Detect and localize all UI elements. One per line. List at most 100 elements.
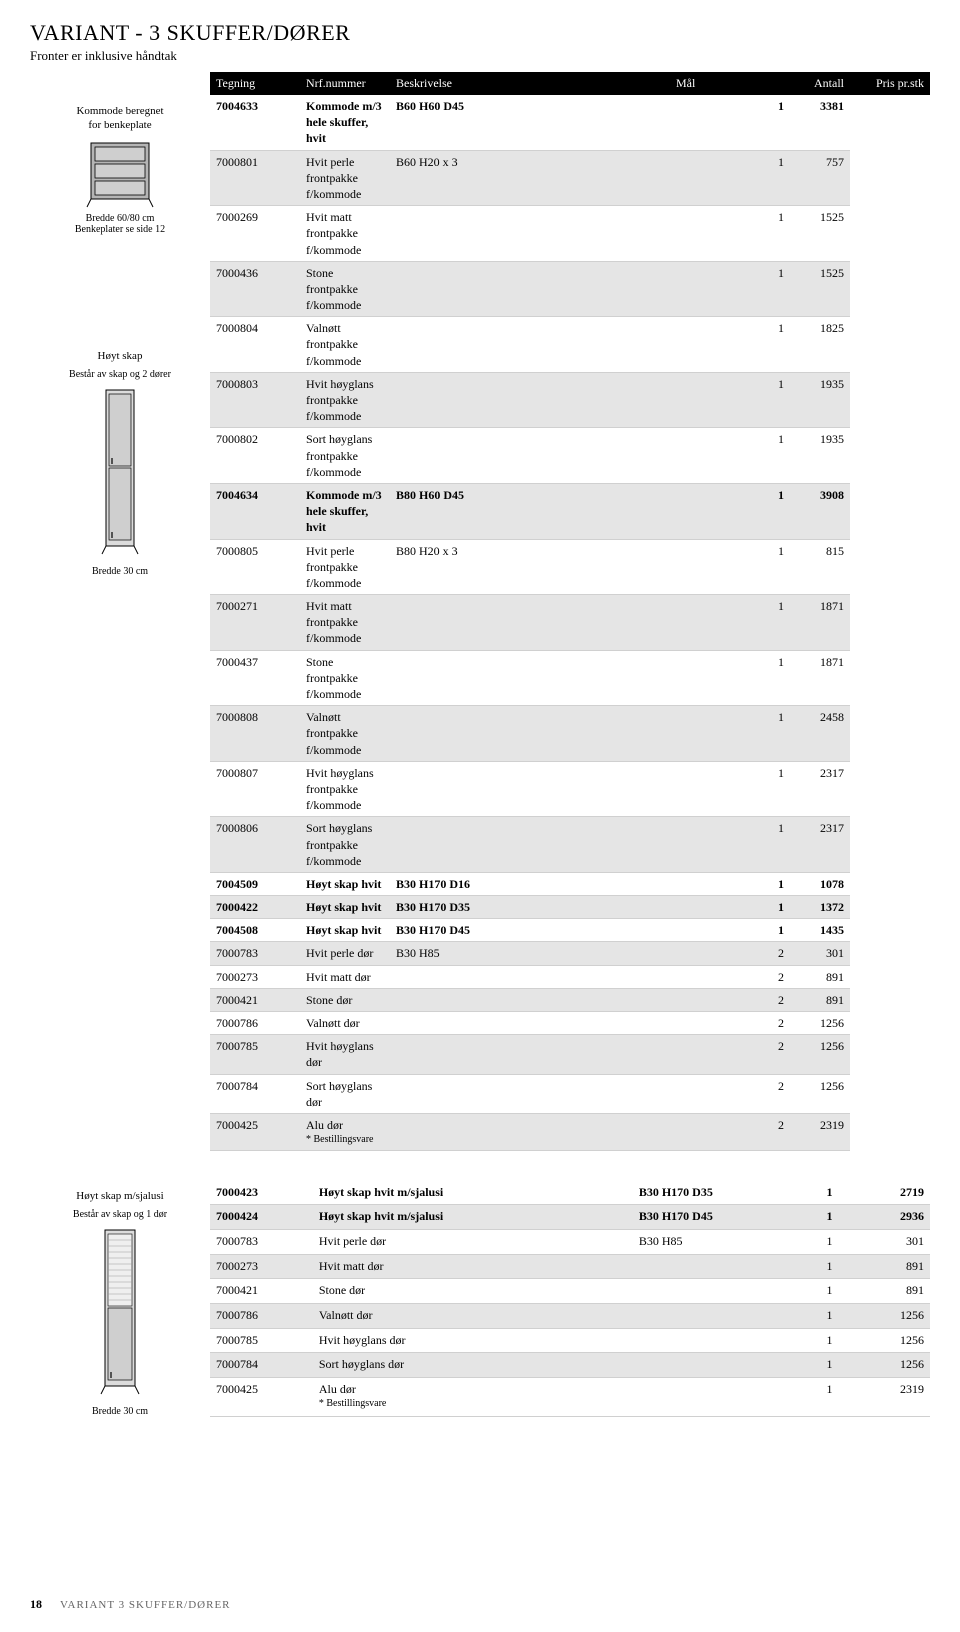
cell-antall: 1 [770, 1353, 839, 1378]
cell-pris: 301 [790, 942, 850, 965]
table-row: 7004509Høyt skap hvitB30 H170 D1611078 [210, 872, 930, 895]
cell-besk: Valnøtt dør [300, 1012, 390, 1035]
table-row: 7000807Hvit høyglans frontpakke f/kommod… [210, 761, 930, 817]
cell-antall: 2 [670, 1113, 790, 1150]
cell-mal [390, 988, 670, 1011]
cell-mal [390, 372, 670, 428]
cell-mal [390, 317, 670, 373]
cell-nrf: 7000786 [210, 1012, 300, 1035]
cell-pris: 1256 [790, 1012, 850, 1035]
cell-antall: 1 [670, 919, 790, 942]
cell-nrf: 7000783 [210, 942, 300, 965]
cell-pris: 891 [790, 965, 850, 988]
cell-antall: 1 [670, 150, 790, 206]
table-row: 7000422Høyt skap hvitB30 H170 D3511372 [210, 896, 930, 919]
table-row: 7000801Hvit perle frontpakke f/kommodeB6… [210, 150, 930, 206]
cell-mal [390, 706, 670, 762]
cell-antall: 1 [770, 1229, 839, 1254]
table-row: 7004633Kommode m/3 hele skuffer, hvitB60… [210, 95, 930, 150]
cell-mal: B30 H85 [390, 942, 670, 965]
cell-antall: 1 [670, 317, 790, 373]
cell-mal [390, 1012, 670, 1035]
cell-besk: Kommode m/3 hele skuffer, hvit [300, 95, 390, 150]
cell-pris: 1525 [790, 206, 850, 262]
col-nrf: Nrf.nummer [300, 72, 390, 95]
cell-antall: 1 [670, 539, 790, 595]
cell-besk: Hvit perle dør [313, 1229, 633, 1254]
table-row: 7004508Høyt skap hvitB30 H170 D4511435 [210, 919, 930, 942]
cell-antall: 1 [670, 817, 790, 873]
cell-besk: Hvit matt frontpakke f/kommode [300, 595, 390, 651]
table-row: 7000786Valnøtt dør 21256 [210, 1012, 930, 1035]
cell-pris: 1256 [839, 1328, 930, 1353]
cell-pris: 1078 [790, 872, 850, 895]
second-section: Høyt skap m/sjalusi Består av skap og 1 … [30, 1181, 930, 1417]
table-row: 7000421Stone dør2891 [210, 988, 930, 1011]
cell-nrf: 7000807 [210, 761, 300, 817]
cell-besk: Alu dør* Bestillingsvare [300, 1113, 390, 1150]
cell-pris: 1825 [790, 317, 850, 373]
cell-mal [390, 261, 670, 317]
table-row: 7000784Sort høyglans dør21256 [210, 1074, 930, 1113]
cell-nrf: 7000803 [210, 372, 300, 428]
cell-antall: 1 [670, 261, 790, 317]
cell-antall: 1 [670, 896, 790, 919]
cell-antall: 1 [770, 1279, 839, 1304]
table-row: 7000783Hvit perle dørB30 H851301 [210, 1229, 930, 1254]
cell-nrf: 7000269 [210, 206, 300, 262]
cell-besk: Høyt skap hvit m/sjalusi [313, 1181, 633, 1205]
table-row: 7000785Hvit høyglans dør11256 [210, 1328, 930, 1353]
cell-nrf: 7000421 [210, 1279, 313, 1304]
cell-nrf: 7000785 [210, 1328, 313, 1353]
col-besk: Beskrivelse [390, 72, 670, 95]
cell-nrf: 7000784 [210, 1353, 313, 1378]
cell-pris: 1525 [790, 261, 850, 317]
cell-nrf: 7000273 [210, 1254, 313, 1279]
cell-pris: 1435 [790, 919, 850, 942]
table-row: 7000808Valnøtt frontpakke f/kommode12458 [210, 706, 930, 762]
cell-besk: Hvit perle dør [300, 942, 390, 965]
cell-besk: Sort høyglans frontpakke f/kommode [300, 428, 390, 484]
cell-pris: 2317 [790, 761, 850, 817]
cell-antall: 1 [670, 428, 790, 484]
tall-cabinet-icon [30, 386, 210, 556]
cell-nrf: 7000786 [210, 1303, 313, 1328]
table-row: 7000802Sort høyglans frontpakke f/kommod… [210, 428, 930, 484]
group-desc-1: Kommode beregnet for benkeplate [30, 104, 210, 133]
col-antall: Antall [790, 72, 850, 95]
cell-nrf: 7000436 [210, 261, 300, 317]
cell-mal: B30 H170 D35 [390, 896, 670, 919]
cell-pris: 1935 [790, 428, 850, 484]
cell-antall: 2 [670, 1012, 790, 1035]
kommode-icon [30, 139, 210, 209]
cell-pris: 1935 [790, 372, 850, 428]
table-row: 7000273Hvit matt dør2891 [210, 965, 930, 988]
cell-mal [390, 761, 670, 817]
group-caption-1: Bredde 60/80 cm [30, 213, 210, 224]
cell-mal: B80 H60 D45 [390, 483, 670, 539]
cell-besk: Sort høyglans dør [300, 1074, 390, 1113]
cell-antall: 2 [670, 965, 790, 988]
cell-pris: 301 [839, 1229, 930, 1254]
cell-nrf: 7000437 [210, 650, 300, 706]
cell-pris: 891 [839, 1279, 930, 1304]
cell-mal [633, 1254, 770, 1279]
cell-besk: Hvit høyglans frontpakke f/kommode [300, 761, 390, 817]
table-row: 7004634Kommode m/3 hele skuffer, hvitB80… [210, 483, 930, 539]
cell-besk: Hvit perle frontpakke f/kommode [300, 150, 390, 206]
table-row: 7000425Alu dør* Bestillingsvare22319 [210, 1113, 930, 1150]
cell-mal [633, 1353, 770, 1378]
cell-besk: Hvit høyglans dør [313, 1328, 633, 1353]
cell-mal: B80 H20 x 3 [390, 539, 670, 595]
cell-nrf: 7000421 [210, 988, 300, 1011]
table-row: 7000783Hvit perle dørB30 H852301 [210, 942, 930, 965]
cell-nrf: 7000808 [210, 706, 300, 762]
cell-besk: Hvit matt frontpakke f/kommode [300, 206, 390, 262]
page-number: 18 [30, 1597, 42, 1612]
cell-pris: 2319 [790, 1113, 850, 1150]
cell-mal [390, 206, 670, 262]
cell-pris: 2936 [839, 1205, 930, 1230]
cell-pris: 1372 [790, 896, 850, 919]
cell-antall: 2 [670, 942, 790, 965]
cell-nrf: 7000806 [210, 817, 300, 873]
